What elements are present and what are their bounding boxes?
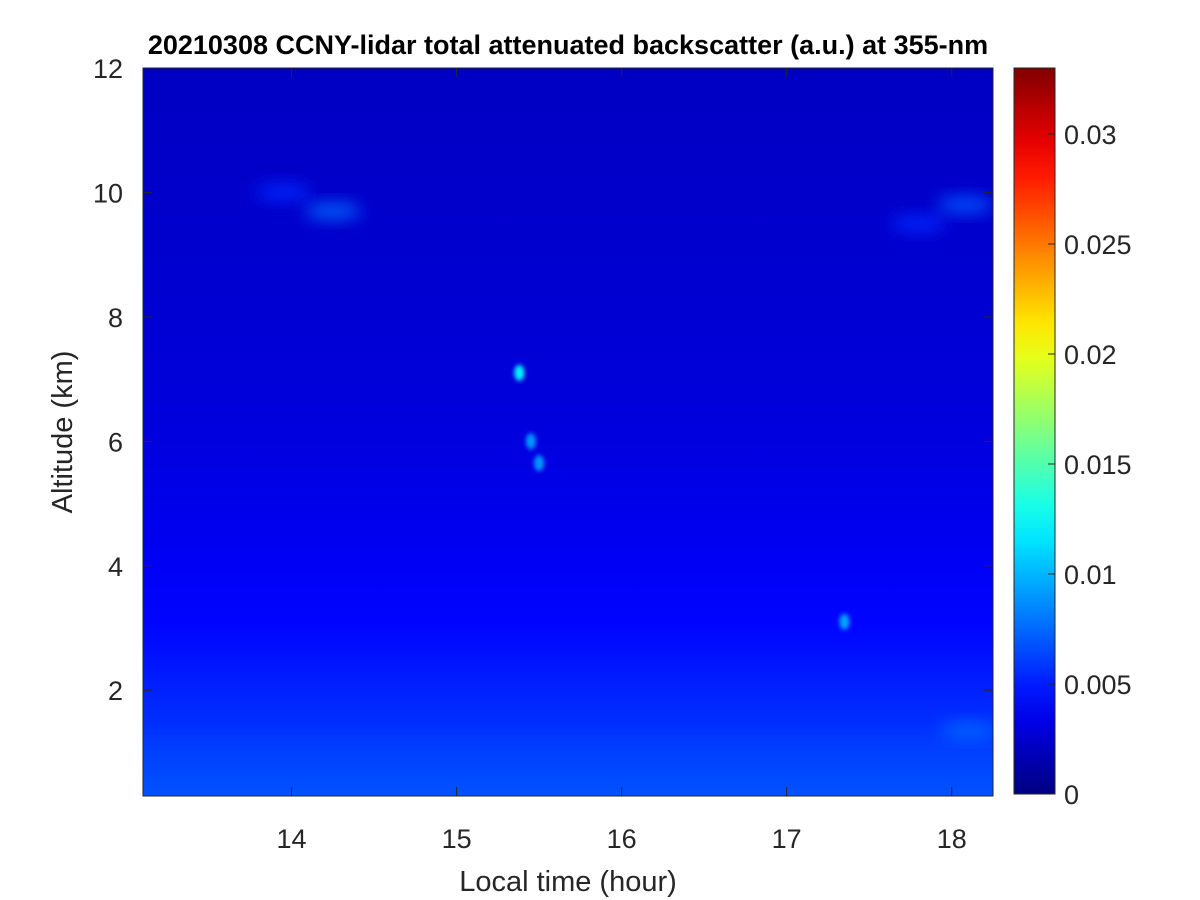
heatmap-features (255, 183, 993, 740)
heatmap-background (143, 68, 993, 796)
heatmap-feature-4 (304, 202, 361, 221)
plot-area (143, 68, 993, 796)
colorbar-gradient (1013, 67, 1056, 795)
colorbar-tick-label-0: 0 (1064, 780, 1079, 810)
colorbar-tick-label-6: 0.03 (1064, 120, 1117, 150)
chart-title: 20210308 CCNY-lidar total attenuated bac… (148, 30, 988, 60)
x-tick-label-3: 17 (772, 824, 802, 854)
heatmap-feature-3 (255, 183, 312, 202)
y-axis: 2 4 6 8 10 12 (93, 54, 993, 706)
colorbar-tick-label-1: 0.005 (1064, 670, 1132, 700)
heatmap-feature-8 (940, 721, 993, 740)
y-tick-label-2: 6 (108, 427, 123, 457)
y-tick-label-3: 8 (108, 303, 123, 333)
colorbar: 0 0.005 0.01 0.015 0.02 0.025 0.03 (1013, 67, 1132, 810)
y-tick-label-4: 10 (93, 178, 123, 208)
x-tick-label-1: 15 (442, 824, 472, 854)
y-tick-label-0: 2 (108, 676, 123, 706)
colorbar-tick-label-2: 0.01 (1064, 560, 1117, 590)
colorbar-tick-label-3: 0.015 (1064, 450, 1132, 480)
plot-frame (142, 67, 994, 797)
x-axis-label: Local time (hour) (459, 866, 677, 898)
y-tick-label-5: 12 (93, 54, 123, 84)
heatmap-feature-7 (839, 613, 850, 630)
heatmap-feature-1 (525, 433, 536, 450)
x-tick-label-0: 14 (277, 824, 307, 854)
heatmap-feature-5 (890, 214, 947, 233)
x-axis: 14 15 16 17 18 (277, 68, 967, 854)
x-tick-label-4: 18 (937, 824, 967, 854)
heatmap-feature-2 (534, 455, 545, 472)
y-axis-label: Altitude (km) (47, 351, 79, 514)
colorbar-ticks: 0 0.005 0.01 0.015 0.02 0.025 0.03 (1048, 120, 1132, 810)
colorbar-tick-label-5: 0.025 (1064, 230, 1132, 260)
x-tick-label-2: 16 (607, 824, 637, 854)
y-tick-label-1: 4 (108, 552, 123, 582)
colorbar-tick-label-4: 0.02 (1064, 340, 1117, 370)
heatmap-feature-6 (936, 195, 993, 214)
heatmap-feature-0 (514, 364, 525, 381)
